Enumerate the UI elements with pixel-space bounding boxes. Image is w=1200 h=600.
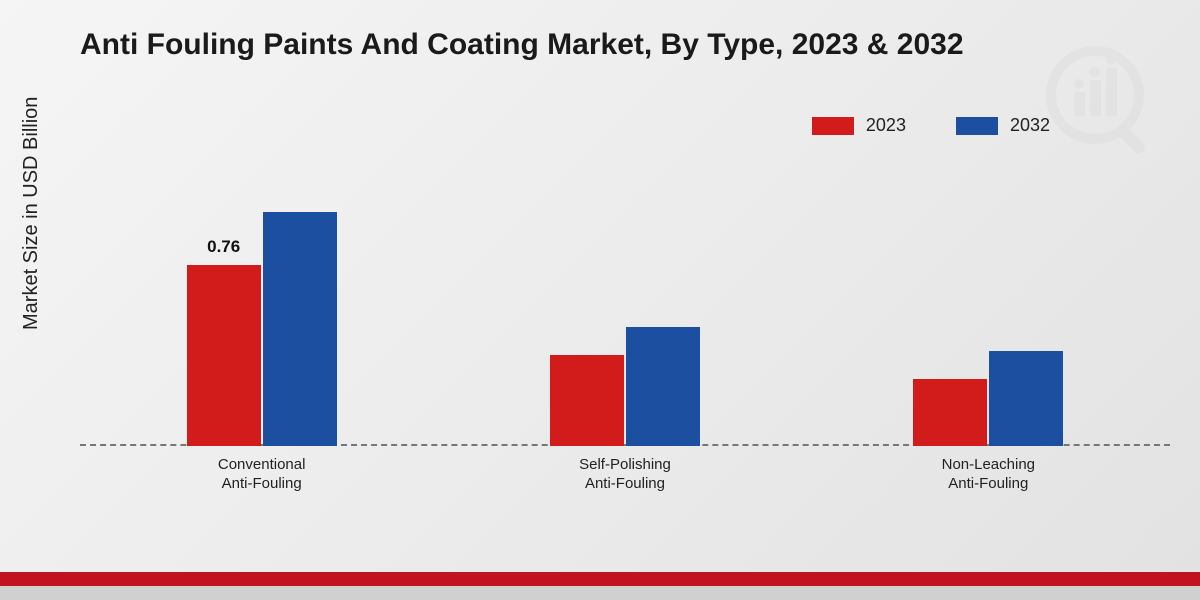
- chart-page: Anti Fouling Paints And Coating Market, …: [0, 0, 1200, 600]
- legend-swatch-2032: [956, 117, 998, 135]
- bar-value-label: 0.76: [207, 237, 240, 257]
- bar-group-non-leaching: [888, 351, 1088, 446]
- bar-group-self-polishing: [525, 327, 725, 446]
- x-label-non-leaching: Non-LeachingAnti-Fouling: [888, 450, 1088, 500]
- chart-title: Anti Fouling Paints And Coating Market, …: [80, 28, 964, 62]
- x-label-conventional: ConventionalAnti-Fouling: [162, 450, 362, 500]
- bar-groups: 0.76: [80, 160, 1170, 446]
- plot-area: 0.76 ConventionalAnti-Fouling Self-Polis…: [80, 160, 1170, 500]
- legend-item-2032: 2032: [956, 115, 1050, 136]
- watermark-logo-icon: [1040, 40, 1160, 160]
- bar-2032-non-leaching: [989, 351, 1063, 446]
- legend-label-2032: 2032: [1010, 115, 1050, 136]
- x-axis-labels: ConventionalAnti-Fouling Self-PolishingA…: [80, 450, 1170, 500]
- footer-base-bar: [0, 586, 1200, 600]
- bar-2032-self-polishing: [626, 327, 700, 446]
- bar-group-conventional: 0.76: [162, 212, 362, 446]
- bar-2023-self-polishing: [550, 355, 624, 446]
- legend: 2023 2032: [812, 115, 1050, 136]
- x-label-self-polishing: Self-PolishingAnti-Fouling: [525, 450, 725, 500]
- legend-swatch-2023: [812, 117, 854, 135]
- bar-2023-non-leaching: [913, 379, 987, 446]
- y-axis-label: Market Size in USD Billion: [20, 97, 43, 330]
- bar-2032-conventional: [263, 212, 337, 446]
- footer-accent-bar: [0, 572, 1200, 586]
- bar-2023-conventional: 0.76: [187, 265, 261, 446]
- legend-item-2023: 2023: [812, 115, 906, 136]
- legend-label-2023: 2023: [866, 115, 906, 136]
